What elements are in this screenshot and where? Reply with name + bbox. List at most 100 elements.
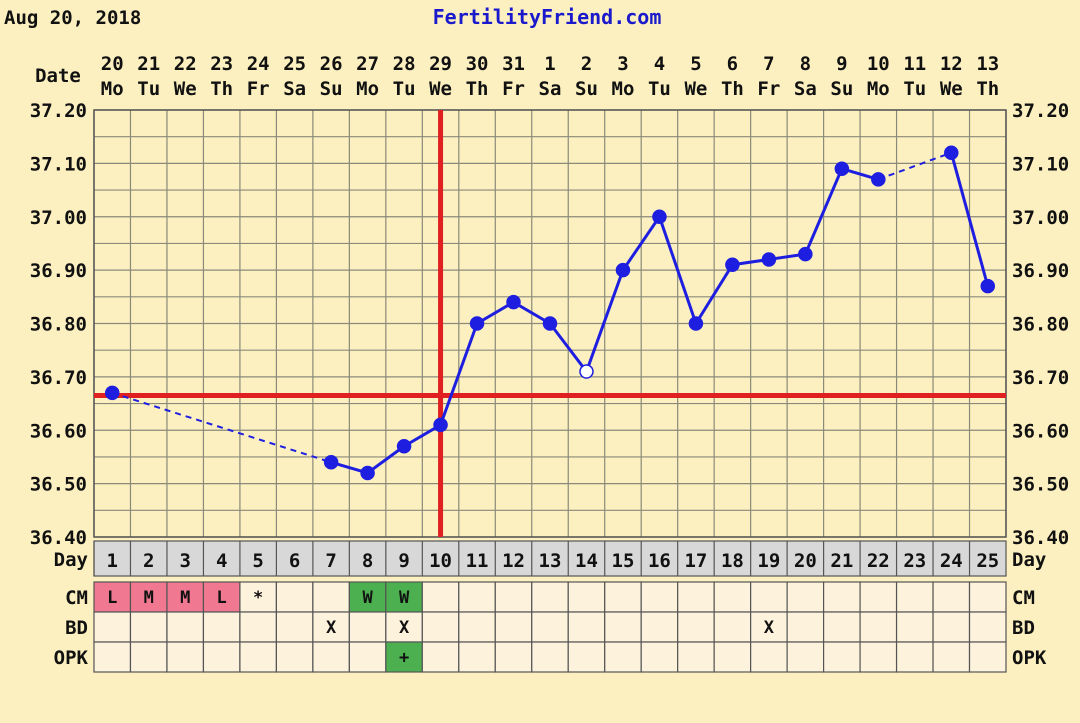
date-label: 20 (101, 53, 124, 75)
row-cell (531, 611, 569, 643)
cycle-day-label: 15 (612, 550, 635, 572)
row-cell (786, 641, 825, 673)
series-segment (621, 215, 661, 271)
y-tick-right: 36.50 (1012, 474, 1069, 496)
row-cell (968, 641, 1007, 673)
date-label: 5 (690, 53, 701, 75)
row-cell (895, 611, 934, 643)
weekday-label: Mo (101, 78, 124, 100)
row-cell (458, 611, 496, 643)
weekday-label: Mo (612, 78, 635, 100)
row-cell (932, 611, 971, 643)
row-cell (166, 611, 205, 643)
row-cell (713, 641, 752, 673)
row-cell (640, 611, 679, 643)
temperature-point (761, 252, 777, 267)
row-cell (458, 581, 496, 613)
chart-date: Aug 20, 2018 (4, 7, 141, 29)
cycle-day-label: 14 (575, 550, 598, 572)
date-label: 22 (174, 53, 197, 75)
temperature-point (725, 257, 740, 273)
temperature-point (652, 209, 667, 224)
cycle-day-label: 24 (940, 550, 963, 572)
date-label: 1 (544, 53, 555, 75)
row-cell-value: * (253, 588, 263, 608)
row-cell (859, 581, 898, 613)
row-cell (822, 581, 861, 613)
row-cell (968, 581, 1007, 613)
y-tick-left: 37.00 (30, 207, 87, 229)
row-cell (640, 641, 679, 673)
row-cell (421, 611, 460, 643)
row-cell (312, 581, 350, 613)
row-cell (786, 581, 825, 613)
temperature-point (798, 246, 813, 262)
row-cell (129, 611, 168, 643)
row-cell (604, 581, 642, 613)
date-label: 31 (502, 53, 525, 75)
site-name[interactable]: FertilityFriend.com (433, 5, 662, 29)
series-segment (548, 322, 588, 373)
y-tick-right: 36.70 (1012, 367, 1069, 389)
weekday-label: Fr (247, 78, 270, 100)
cycle-day-label: 10 (429, 550, 452, 572)
date-label: 8 (800, 53, 811, 75)
row-cell (895, 641, 934, 673)
row-cell (677, 641, 715, 673)
row-cell (822, 611, 861, 643)
row-cell-value: M (180, 588, 190, 608)
date-label: 26 (320, 53, 343, 75)
series-segment (585, 269, 625, 373)
day-row-band (93, 540, 1007, 577)
row-label-bd-right: BD (1012, 617, 1035, 639)
row-cell (129, 641, 168, 673)
row-cell (677, 611, 715, 643)
row-cell (239, 611, 277, 643)
row-cell (421, 581, 460, 613)
row-cell (895, 581, 934, 613)
temperature-point (871, 172, 886, 187)
row-cell (458, 641, 496, 673)
cycle-day-label: 2 (143, 550, 154, 572)
row-label-cm-right: CM (1012, 587, 1035, 609)
weekday-label: Sa (283, 78, 306, 100)
series-segment (803, 168, 844, 255)
cycle-day-label: 23 (903, 550, 926, 572)
row-cell (202, 581, 241, 613)
row-cell (567, 641, 606, 673)
date-label: 4 (654, 53, 665, 75)
cycle-day-label: 5 (252, 550, 263, 572)
series-segment (366, 445, 405, 475)
weekday-label: Sa (539, 78, 562, 100)
y-tick-left: 36.40 (30, 527, 87, 549)
temperature-point (944, 145, 959, 160)
cycle-day-label: 22 (867, 550, 890, 572)
date-label: 30 (466, 53, 489, 75)
cycle-day-label: 4 (216, 550, 227, 572)
row-cell (932, 641, 971, 673)
cycle-day-label: 19 (757, 550, 780, 572)
date-row-label: Date (35, 65, 81, 87)
row-cell (312, 611, 350, 643)
cycle-day-label: 17 (684, 550, 707, 572)
date-label: 11 (903, 53, 926, 75)
date-label: 2 (581, 53, 592, 75)
date-label: 28 (393, 53, 416, 75)
date-label: 29 (429, 53, 452, 75)
series-segment-dashed (877, 151, 952, 181)
weekday-label: Tu (648, 78, 671, 100)
cycle-day-label: 1 (107, 550, 118, 572)
row-cell (604, 641, 642, 673)
date-label: 12 (940, 53, 963, 75)
y-tick-left: 36.80 (30, 314, 87, 336)
row-cell-value: M (144, 588, 154, 608)
weekday-label: Th (210, 78, 233, 100)
temperature-point (360, 465, 375, 481)
row-cell (640, 581, 679, 613)
row-cell-value: W (399, 588, 410, 608)
row-cell (348, 611, 387, 643)
cycle-day-label: 6 (289, 550, 300, 572)
date-label: 3 (617, 53, 628, 75)
row-cell-value: X (399, 618, 410, 638)
